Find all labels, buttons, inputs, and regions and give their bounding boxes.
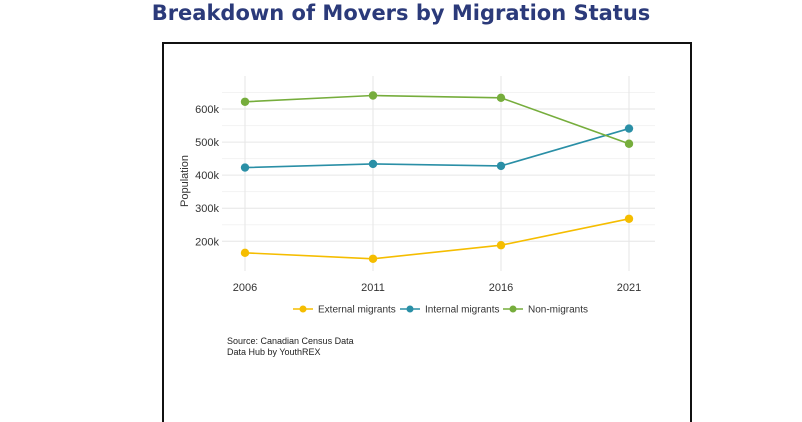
chart-frame <box>162 42 692 422</box>
data-point <box>624 214 634 223</box>
legend-swatch-point <box>406 305 414 313</box>
y-tick-label: 200k <box>195 236 219 248</box>
y-axis-label: Population <box>179 155 191 207</box>
line-chart: 200k 300k 400k 500k 600k 2006 2011 2016 2021 Po… <box>179 76 655 316</box>
data-point <box>368 91 378 100</box>
credit-line: Data Hub by YouthREX <box>227 347 321 357</box>
y-tick-labels: 200k 300k 400k 500k 600k <box>195 104 219 248</box>
x-tick-label: 2021 <box>617 282 641 294</box>
y-tick-label: 500k <box>195 137 219 149</box>
series-line <box>244 127 630 169</box>
x-tick-label: 2006 <box>233 282 257 294</box>
y-tick-label: 400k <box>195 170 219 182</box>
x-tick-label: 2011 <box>361 282 385 294</box>
legend-label: Internal migrants <box>425 305 499 316</box>
series-group <box>240 91 634 263</box>
legend-label: External migrants <box>318 305 396 316</box>
chart-title: Breakdown of Movers by Migration Status <box>151 1 651 25</box>
data-point <box>496 241 506 250</box>
source-line: Source: Canadian Census Data <box>227 336 354 346</box>
series-line <box>244 217 630 260</box>
y-tick-label: 600k <box>195 104 219 116</box>
source-note: Source: Canadian Census Data Data Hub by… <box>227 336 354 358</box>
data-point <box>240 163 250 172</box>
data-point <box>496 161 506 171</box>
data-point <box>240 97 250 106</box>
data-point <box>624 139 634 148</box>
legend-label: Non-migrants <box>528 305 588 316</box>
data-point <box>240 248 250 258</box>
series-line <box>244 94 630 145</box>
data-point <box>368 159 378 169</box>
legend-swatch-point <box>509 305 517 313</box>
x-tick-label: 2016 <box>489 282 513 294</box>
data-point <box>496 93 506 103</box>
data-point <box>368 254 378 263</box>
x-tick-labels: 2006 2011 2016 2021 <box>233 282 641 294</box>
legend-swatch-point <box>299 305 307 313</box>
data-point <box>624 124 634 133</box>
grid-lines <box>222 76 655 271</box>
legend: External migrants Internal migrants Non-mi… <box>293 305 588 316</box>
y-tick-label: 300k <box>195 203 219 215</box>
